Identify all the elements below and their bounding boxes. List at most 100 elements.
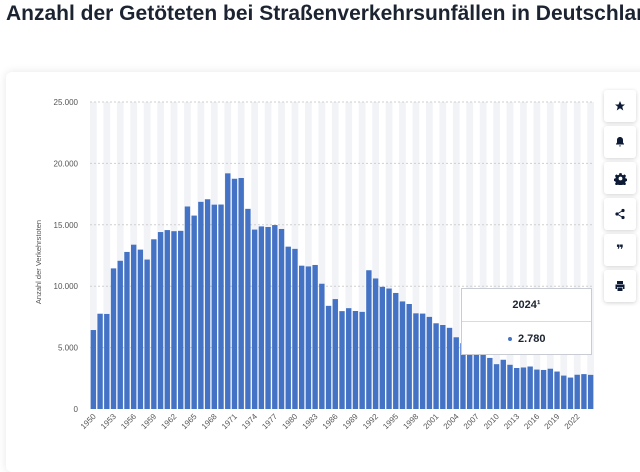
bar-2014[interactable]	[520, 367, 527, 409]
bar-1956[interactable]	[130, 244, 137, 409]
bar-2011[interactable]	[500, 359, 506, 409]
bar-1986[interactable]	[332, 299, 338, 409]
bar-1960[interactable]	[157, 232, 164, 409]
bar-1969[interactable]	[218, 204, 224, 409]
bar-2012[interactable]	[507, 364, 513, 409]
bar-1998[interactable]	[413, 313, 419, 409]
bar-2001[interactable]	[433, 323, 439, 409]
bar-1992[interactable]	[372, 278, 379, 409]
printer-icon	[615, 281, 625, 291]
bar-1990[interactable]	[359, 311, 365, 409]
tooltip-value-row: 2.780	[462, 322, 591, 356]
bar-1950[interactable]	[90, 330, 97, 409]
background-band	[143, 102, 151, 409]
bar-1982[interactable]	[305, 266, 312, 409]
bar-1999[interactable]	[419, 313, 426, 409]
bar-1954[interactable]	[117, 260, 123, 409]
bar-1995[interactable]	[393, 292, 399, 409]
bar-1974[interactable]	[251, 229, 258, 409]
bar-1951[interactable]	[97, 313, 103, 409]
bar-1966[interactable]	[198, 201, 204, 409]
bar-1987[interactable]	[339, 311, 345, 409]
share-button[interactable]	[604, 198, 636, 230]
bar-2000[interactable]	[426, 316, 433, 409]
bar-1973[interactable]	[245, 208, 251, 409]
bar-1989[interactable]	[352, 311, 359, 409]
bar-2006[interactable]	[466, 346, 473, 409]
bar-2015[interactable]	[527, 366, 533, 409]
bar-2024[interactable]	[587, 374, 594, 409]
bar-2023[interactable]	[581, 374, 587, 409]
quote-icon: ❞	[616, 242, 624, 258]
bar-1985[interactable]	[325, 305, 332, 409]
settings-button[interactable]	[604, 162, 636, 194]
bar-1962[interactable]	[171, 231, 177, 409]
bar-2018[interactable]	[547, 368, 554, 409]
bar-1972[interactable]	[238, 178, 244, 409]
x-tick-label: 1977	[260, 412, 279, 431]
bar-1958[interactable]	[144, 259, 150, 409]
background-band	[372, 102, 379, 409]
bar-1979[interactable]	[285, 246, 291, 409]
bar-1997[interactable]	[406, 304, 412, 409]
bar-1967[interactable]	[204, 199, 211, 409]
x-tick-label: 1971	[220, 412, 239, 431]
bar-1952[interactable]	[104, 313, 110, 409]
bar-2007[interactable]	[473, 348, 480, 409]
bar-1963[interactable]	[178, 230, 184, 409]
bar-2008[interactable]	[480, 353, 486, 409]
bar-1968[interactable]	[211, 204, 218, 409]
bar-1983[interactable]	[312, 264, 318, 409]
bar-1981[interactable]	[298, 265, 305, 409]
data-tooltip: 2024¹ 2.780	[461, 288, 592, 355]
bar-2021[interactable]	[567, 377, 574, 409]
bar-1996[interactable]	[399, 301, 406, 409]
bar-1980[interactable]	[292, 248, 298, 409]
bar-2022[interactable]	[574, 374, 580, 409]
bar-2013[interactable]	[514, 367, 520, 409]
bar-2017[interactable]	[540, 369, 547, 409]
bar-1993[interactable]	[379, 286, 386, 409]
background-band	[331, 102, 339, 409]
bar-2003[interactable]	[446, 327, 453, 409]
notification-button[interactable]	[604, 126, 636, 158]
background-band	[493, 102, 500, 409]
bar-1971[interactable]	[231, 178, 238, 409]
bar-1953[interactable]	[110, 268, 117, 409]
background-band	[103, 102, 111, 409]
bar-1984[interactable]	[319, 283, 325, 409]
bar-2009[interactable]	[487, 357, 493, 409]
bar-1991[interactable]	[366, 270, 372, 409]
bar-1988[interactable]	[346, 308, 352, 409]
bar-2016[interactable]	[534, 369, 540, 409]
bar-1975[interactable]	[258, 226, 265, 409]
bar-2019[interactable]	[554, 371, 560, 409]
bar-2004[interactable]	[453, 337, 459, 409]
x-tick-label: 1995	[381, 412, 400, 431]
bar-1964[interactable]	[184, 206, 191, 410]
print-button[interactable]	[604, 270, 636, 302]
bar-1994[interactable]	[386, 288, 392, 409]
background-band	[358, 102, 366, 409]
background-band	[560, 102, 568, 409]
bar-1961[interactable]	[164, 230, 170, 409]
bar-1955[interactable]	[124, 251, 130, 409]
bar-2005[interactable]	[460, 343, 466, 409]
x-tick-label: 1983	[301, 412, 320, 431]
bar-1978[interactable]	[278, 228, 285, 409]
background-band	[90, 102, 97, 409]
favorite-button[interactable]	[604, 90, 636, 122]
bar-1970[interactable]	[225, 173, 231, 409]
bar-1965[interactable]	[191, 215, 197, 409]
bar-2020[interactable]	[561, 375, 567, 409]
cite-button[interactable]: ❞	[604, 234, 636, 266]
bar-2002[interactable]	[440, 325, 446, 409]
tooltip-title: 2024¹	[462, 289, 591, 322]
bar-1959[interactable]	[151, 239, 157, 409]
bar-1976[interactable]	[265, 227, 271, 409]
bar-1957[interactable]	[137, 249, 144, 409]
bar-1977[interactable]	[272, 225, 278, 409]
bar-2010[interactable]	[493, 364, 500, 409]
background-band	[452, 102, 460, 409]
page-title: Anzahl der Getöteten bei Straßenverkehrs…	[6, 2, 640, 25]
